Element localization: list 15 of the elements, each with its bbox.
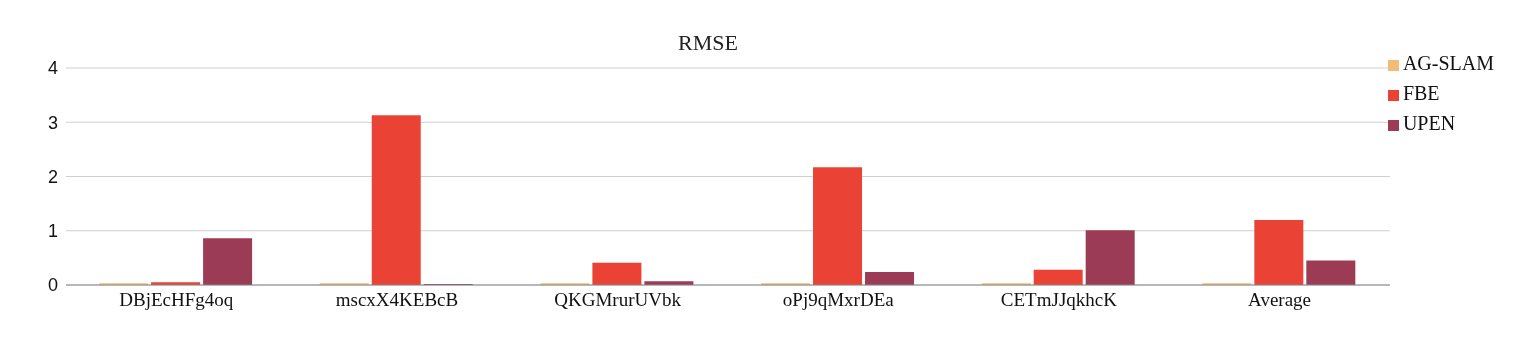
y-tick-label: 2 [47,166,58,187]
y-tick-label: 3 [47,112,58,133]
x-tick-label: QKGMrurUVbk [554,289,682,311]
legend-label: UPEN [1402,112,1456,134]
x-tick-label: mscxX4KEBcB [335,289,459,311]
y-tick-label: 0 [47,275,58,296]
y-tick-label: 4 [47,58,58,79]
y-tick-label: 1 [47,221,58,242]
legend-label: FBE [1402,82,1440,104]
x-tick-label: oPj9qMxrDEa [782,289,895,311]
chart-title: RMSE [678,30,738,55]
legend-label: AG-SLAM [1402,52,1494,74]
x-tick-label: DBjEcHFg4oq [119,289,234,311]
x-tick-label: Average [1248,289,1312,311]
x-tick-label: CETmJJqkhcK [1000,289,1118,311]
